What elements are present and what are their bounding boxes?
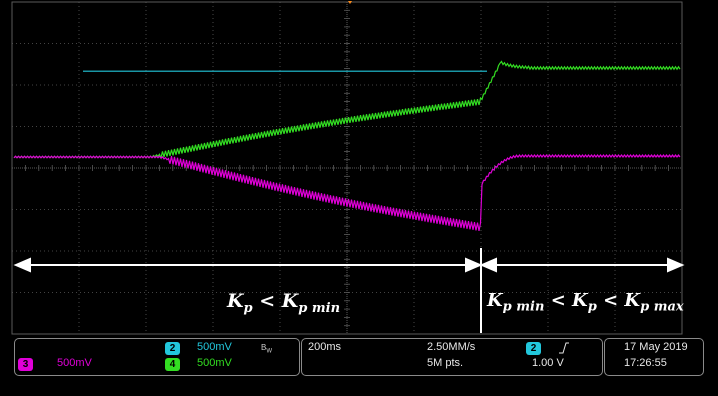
channel-3-trace: [13, 153, 681, 232]
horizontal-position-marker-icon[interactable]: [348, 1, 352, 4]
rising-edge-icon: [559, 342, 569, 354]
kp-symbol: K: [227, 290, 244, 312]
channel-3-badge[interactable]: 3: [18, 358, 33, 371]
channel-settings-panel[interactable]: 2 500mV BW 3 500mV 4 500mV: [14, 338, 300, 376]
kp-min-subscript: p min: [502, 299, 545, 315]
right-region-arrow: [479, 257, 685, 273]
less-than-operator: <: [252, 290, 282, 312]
channel-4-scale: 500mV: [197, 357, 232, 369]
kp-max-subscript: p max: [640, 299, 684, 315]
grid-frame: [11, 1, 683, 335]
trigger-level: 1.00 V: [532, 357, 564, 369]
bandwidth-limit-icon: BW: [261, 343, 273, 355]
kp-min-subscript: p min: [298, 300, 341, 316]
less-than-operator: <: [596, 290, 625, 311]
channel-2-scale: 500mV: [197, 341, 232, 353]
time-readout: 17:26:55: [624, 357, 667, 369]
record-length: 5M pts.: [427, 357, 464, 369]
date-readout: 17 May 2019: [624, 341, 688, 353]
timebase-panel[interactable]: 200ms 2.50MM/s 5M pts. 2 1.00 V: [301, 338, 603, 376]
kp-min-symbol: K: [487, 290, 503, 311]
channel-3-scale: 500mV: [57, 357, 92, 369]
left-region-arrow: [13, 257, 483, 273]
timebase-scale: 200ms: [308, 341, 342, 353]
kp-min-symbol: K: [281, 290, 299, 312]
trigger-source-badge[interactable]: 2: [526, 342, 541, 355]
less-than-operator: <: [544, 290, 573, 311]
kp-subscript: p: [243, 300, 253, 316]
kp-symbol: K: [572, 290, 588, 311]
channel-2-badge[interactable]: 2: [165, 342, 180, 355]
right-region-label: Kp min < Kp < Kp max: [487, 290, 684, 315]
left-region-label: Kp < Kp min: [227, 290, 340, 316]
sample-rate: 2.50MM/s: [427, 341, 476, 353]
datetime-panel[interactable]: 17 May 2019 17:26:55: [604, 338, 704, 376]
kp-subscript: p: [587, 299, 597, 315]
kp-max-symbol: K: [624, 290, 641, 311]
channel-4-badge[interactable]: 4: [165, 358, 180, 371]
